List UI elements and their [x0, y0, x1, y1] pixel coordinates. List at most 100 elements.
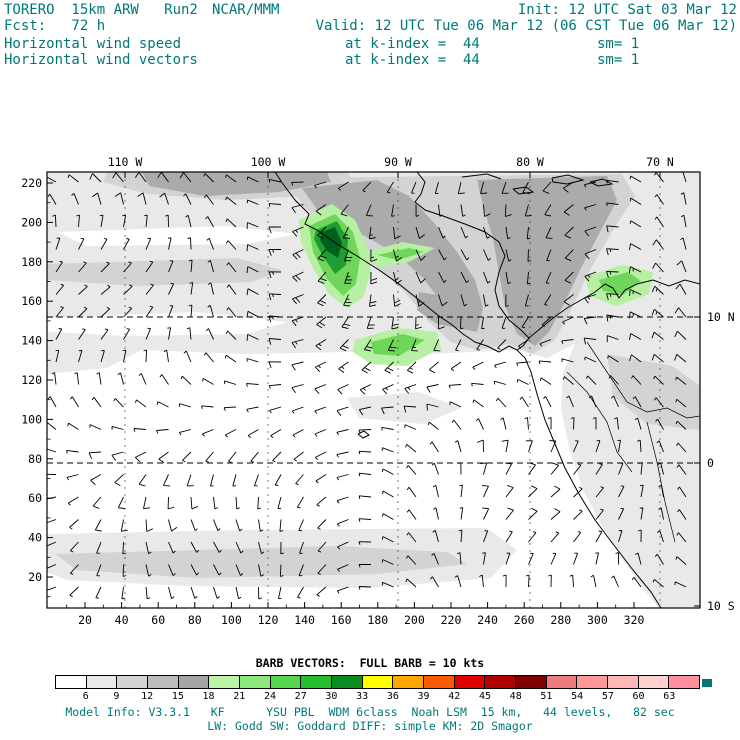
wind-barb [618, 485, 625, 498]
colorbar-cell [515, 675, 547, 689]
wind-barb [226, 284, 237, 295]
wind-barb [629, 175, 642, 183]
wind-barb [246, 383, 259, 387]
wind-barb [144, 214, 148, 228]
wind-barb [167, 496, 175, 510]
wind-barb [145, 260, 154, 273]
wind-barb [584, 294, 597, 304]
wind-barb [606, 335, 619, 343]
wind-barb [89, 424, 102, 430]
wind-barb [268, 338, 282, 345]
wind-map: 110 W 100 W 90 W 80 W 70 N 10 N 0 10 S 220 200 180… [21, 155, 735, 627]
wind-barb [527, 249, 532, 262]
wind-barb [179, 403, 192, 408]
wind-barb [387, 339, 397, 352]
wind-barb [458, 529, 463, 543]
wind-barb [584, 226, 597, 237]
wind-barb [479, 574, 484, 588]
wind-barb [550, 485, 561, 498]
wind-barb [314, 451, 327, 460]
wind-barb [542, 181, 552, 194]
wind-barb [69, 564, 79, 575]
wind-barb [522, 181, 530, 194]
colorbar-cell [269, 675, 302, 689]
wind-barb [145, 541, 152, 555]
wind-barb [651, 308, 664, 318]
wind-barb [368, 226, 376, 240]
wind-barb [100, 284, 111, 295]
wind-barb [438, 204, 443, 217]
wind-barb [590, 574, 597, 588]
wind-barb [652, 239, 664, 250]
k-index-label-1: at k-index = 44 [345, 36, 480, 52]
wind-barb [561, 358, 574, 363]
axis-label-bottom: 200 [404, 613, 425, 627]
wind-barb [292, 226, 304, 237]
wind-barb [415, 271, 426, 284]
wind-barb [206, 237, 214, 250]
wind-barb [505, 462, 512, 475]
wind-barb [226, 307, 237, 318]
wind-barb [339, 339, 349, 352]
wind-barb [138, 373, 147, 385]
wind-barb [246, 310, 259, 318]
wind-barb [78, 350, 83, 363]
wind-barb [483, 226, 490, 239]
wind-barb [493, 380, 507, 385]
wind-barb [358, 495, 372, 499]
wind-barb [562, 316, 574, 325]
wind-barb [298, 519, 304, 532]
wind-barb [451, 419, 462, 430]
wind-barb [680, 214, 687, 228]
wind-barb [547, 417, 552, 430]
wind-barb [369, 294, 377, 307]
wind-barb [337, 384, 349, 395]
wind-barb [483, 204, 491, 217]
wind-barb [115, 192, 124, 205]
wind-barb [338, 361, 349, 373]
wind-barb [674, 354, 687, 363]
wind-barb [224, 380, 237, 385]
wind-barb [340, 204, 349, 217]
wind-barb [317, 519, 327, 530]
wind-barb [544, 294, 552, 306]
wind-barb [631, 577, 642, 588]
wind-barb [381, 447, 394, 453]
wind-barb [475, 418, 484, 430]
wind-barb [675, 376, 687, 385]
wind-barb [592, 417, 597, 430]
wind-barb [253, 474, 259, 487]
colorbar-label: 27 [294, 691, 307, 702]
wind-barb [246, 406, 259, 413]
wind-barb [481, 485, 489, 498]
axis-label-bottom: 120 [258, 613, 279, 627]
wind-barb [55, 283, 65, 295]
wind-barb [526, 226, 531, 240]
wind-barb [573, 463, 582, 475]
wind-barb [618, 462, 624, 475]
wind-barb [675, 398, 687, 408]
wind-barb [528, 462, 536, 475]
wind-barb [637, 439, 642, 453]
colorbar-cell [177, 675, 210, 689]
shaded-region-g1 [347, 392, 461, 424]
wind-barb [315, 474, 327, 484]
map-layers [47, 172, 700, 608]
wind-barb [629, 311, 642, 319]
colorbar-label: 60 [632, 691, 645, 702]
island [357, 430, 370, 439]
wind-barb [226, 262, 237, 273]
wind-barb [638, 462, 643, 475]
axis-label-left: 140 [21, 334, 42, 348]
shaded-region-g3 [142, 172, 331, 196]
wind-barb [429, 441, 439, 453]
colorbar-label: 51 [540, 691, 553, 702]
wind-barb [258, 519, 264, 532]
wind-barb [548, 574, 552, 588]
axis-label-left: 80 [28, 452, 42, 466]
wind-barb [123, 238, 130, 250]
colorbar-label: 54 [571, 691, 584, 702]
wind-barb [213, 519, 221, 532]
wind-barb [584, 356, 597, 363]
axis-label-bottom: 220 [441, 613, 462, 627]
